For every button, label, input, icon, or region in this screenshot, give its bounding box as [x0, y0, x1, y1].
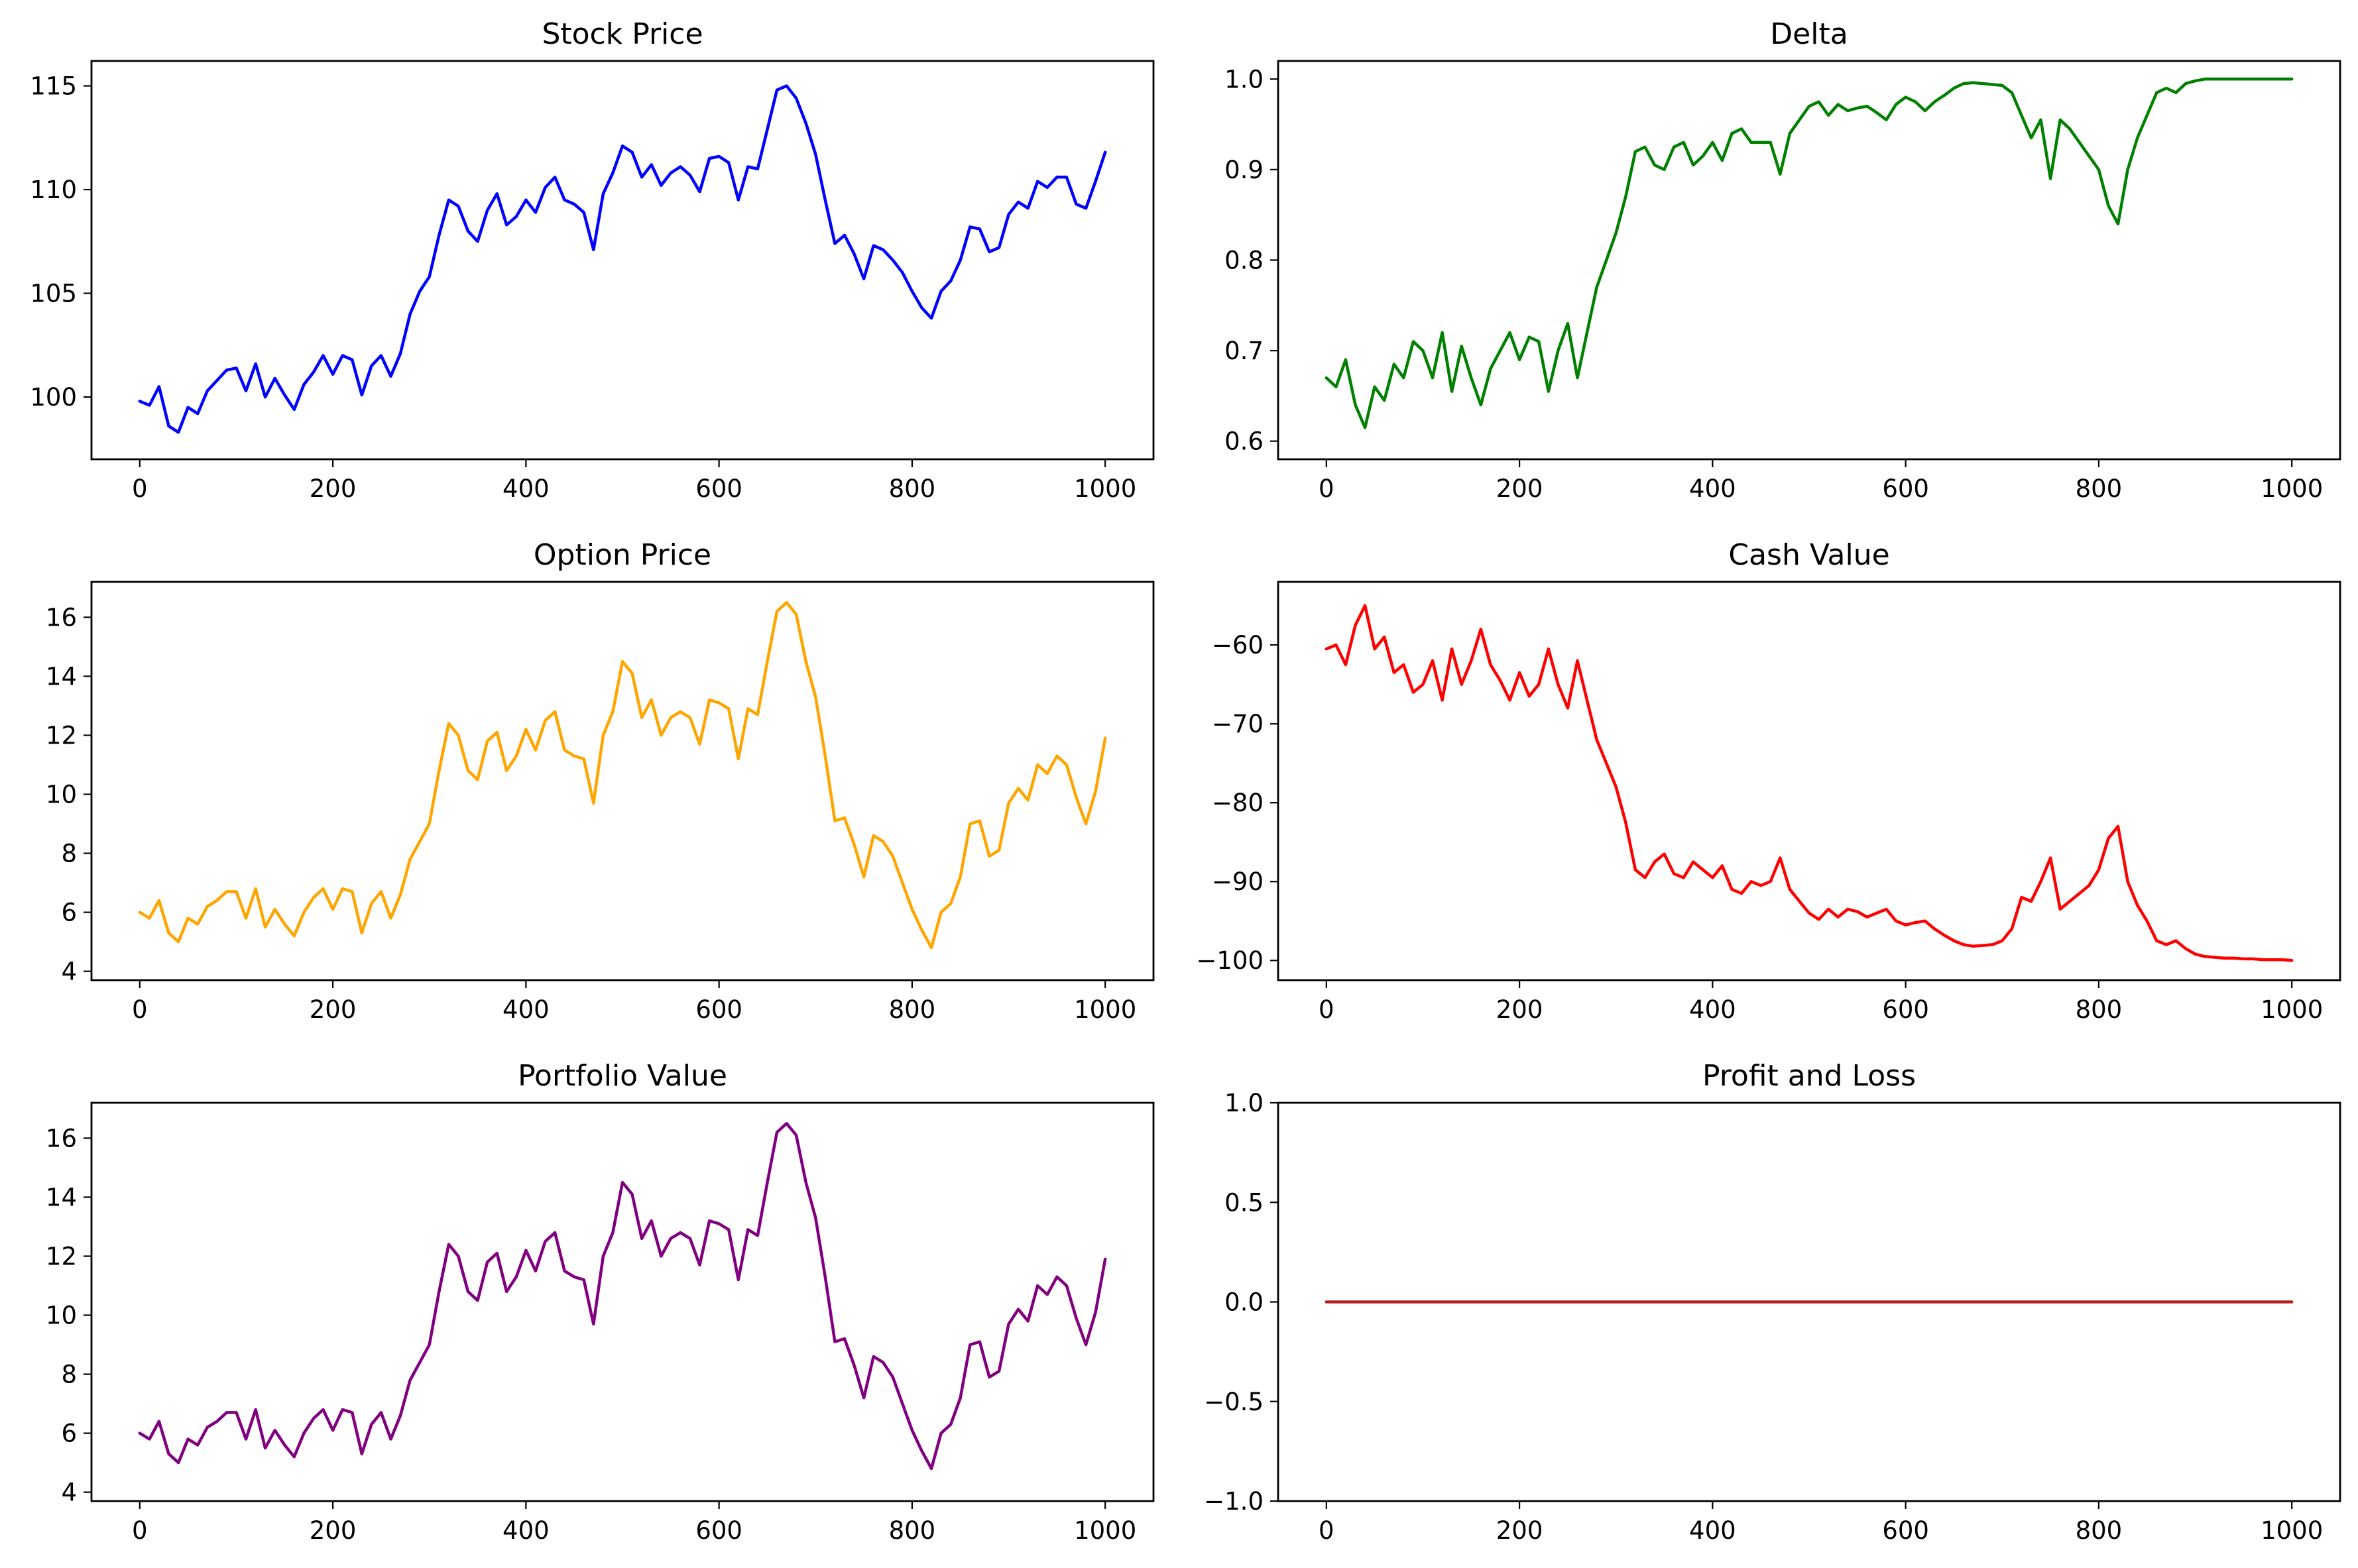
profit-and-loss-y-tick-label: −0.5 — [1204, 1388, 1264, 1416]
profit-and-loss-panel: Profit and Loss 0 200 400 600 800 1000 −1.0 −0.5… — [1204, 1059, 2341, 1545]
stock-price-panel: Stock Price 0 200 400 600 800 1000 100 105 110 115 — [30, 17, 1155, 503]
stock-price-y-tick-label: 100 — [30, 383, 77, 412]
delta-axes-frame — [1277, 60, 2341, 461]
delta-y-tick-label: 0.6 — [1224, 427, 1264, 456]
stock-price-y-tick-label: 105 — [30, 280, 77, 308]
profit-and-loss-x-tick-label: 1000 — [2261, 1516, 2323, 1545]
cash-value-x-tick-label: 0 — [1319, 995, 1334, 1024]
portfolio-value-y-tick-label: 12 — [46, 1242, 77, 1270]
portfolio-value-line — [138, 1121, 1107, 1471]
delta-y-tick-label: 1.0 — [1224, 65, 1264, 93]
option-price-y-tick-label: 14 — [46, 662, 77, 691]
cash-value-y-tick-label: −70 — [1212, 710, 1264, 738]
delta-y-tick-label: 0.7 — [1224, 337, 1264, 365]
option-price-x-tick-label: 400 — [502, 995, 550, 1024]
profit-and-loss-x-tick-label: 600 — [1882, 1516, 1929, 1545]
option-price-x-tick-label: 600 — [695, 995, 742, 1024]
stock-price-x-tick-label: 200 — [310, 475, 357, 503]
cash-value-title: Cash Value — [1728, 538, 1889, 572]
delta-title: Delta — [1770, 17, 1848, 51]
profit-and-loss-x-tick-label: 0 — [1319, 1516, 1334, 1545]
option-price-axes-frame — [90, 581, 1155, 981]
portfolio-value-x-tick-label: 200 — [310, 1516, 357, 1545]
cash-value-line — [1325, 604, 2294, 962]
cash-value-x-tick-label: 1000 — [2261, 995, 2323, 1024]
profit-and-loss-y-tick-label: 1.0 — [1224, 1089, 1264, 1117]
option-price-y-tick-label: 16 — [46, 603, 77, 632]
cash-value-y-tick-label: −80 — [1212, 789, 1264, 817]
cash-value-x-tick-label: 400 — [1689, 995, 1736, 1024]
delta-x-tick-label: 600 — [1882, 475, 1929, 503]
portfolio-value-y-tick-label: 6 — [61, 1420, 77, 1448]
option-price-x-tick-label: 0 — [132, 995, 148, 1024]
profit-and-loss-y-tick-label: 0.0 — [1224, 1288, 1264, 1317]
option-price-y-tick-label: 12 — [46, 721, 77, 750]
cash-value-y-tick-label: −60 — [1212, 631, 1264, 659]
portfolio-value-y-tick-label: 4 — [61, 1479, 77, 1507]
stock-price-axes-frame — [90, 60, 1155, 461]
profit-and-loss-x-tick-label: 200 — [1496, 1516, 1543, 1545]
option-price-x-tick-label: 1000 — [1074, 995, 1136, 1024]
stock-price-y-tick-label: 110 — [30, 176, 77, 204]
cash-value-panel: Cash Value 0 200 400 600 800 1000 −100 −90 −80 −70… — [1196, 538, 2341, 1024]
profit-and-loss-y-tick-label: −1.0 — [1204, 1487, 1264, 1516]
delta-x-tick-label: 0 — [1319, 475, 1334, 503]
option-price-x-tick-label: 200 — [310, 995, 357, 1024]
option-price-title: Option Price — [534, 538, 711, 572]
stock-price-x-tick-label: 600 — [695, 475, 742, 503]
stock-price-x-tick-label: 800 — [889, 475, 936, 503]
profit-and-loss-x-tick-label: 400 — [1689, 1516, 1736, 1545]
stock-price-title: Stock Price — [542, 17, 703, 51]
delta-x-tick-label: 1000 — [2261, 475, 2323, 503]
portfolio-value-x-tick-label: 1000 — [1074, 1516, 1136, 1545]
stock-price-x-tick-label: 400 — [502, 475, 550, 503]
stock-price-y-tick-label: 115 — [30, 72, 77, 101]
cash-value-y-tick-label: −90 — [1212, 868, 1264, 896]
profit-and-loss-x-tick-label: 800 — [2076, 1516, 2123, 1545]
option-price-y-tick-label: 6 — [61, 899, 77, 927]
cash-value-axes-frame — [1277, 581, 2341, 981]
portfolio-value-y-tick-label: 8 — [61, 1361, 77, 1389]
delta-x-tick-label: 800 — [2076, 475, 2123, 503]
delta-line — [1325, 78, 2294, 429]
portfolio-value-x-tick-label: 800 — [889, 1516, 936, 1545]
portfolio-value-y-tick-label: 10 — [46, 1302, 77, 1330]
portfolio-value-y-tick-label: 14 — [46, 1183, 77, 1211]
delta-x-tick-label: 400 — [1689, 475, 1736, 503]
portfolio-value-x-tick-label: 400 — [502, 1516, 550, 1545]
portfolio-value-title: Portfolio Value — [518, 1059, 727, 1093]
portfolio-value-panel: Portfolio Value 0 200 400 600 800 1000 4 6 8 10 12 1… — [46, 1059, 1155, 1545]
option-price-y-tick-label: 4 — [61, 958, 77, 986]
option-price-line — [138, 600, 1107, 950]
cash-value-x-tick-label: 600 — [1882, 995, 1929, 1024]
cash-value-x-tick-label: 800 — [2076, 995, 2123, 1024]
profit-and-loss-title: Profit and Loss — [1702, 1059, 1916, 1093]
option-price-panel: Option Price 0 200 400 600 800 1000 4 6 8 10 12 14 16 — [46, 538, 1155, 1024]
delta-panel: Delta 0 200 400 600 800 1000 0.6 0.7 0.8 0.9 1.0 — [1224, 17, 2341, 503]
option-price-y-tick-label: 10 — [46, 781, 77, 809]
delta-y-tick-label: 0.9 — [1224, 156, 1264, 184]
profit-and-loss-y-tick-label: 0.5 — [1224, 1188, 1264, 1217]
stock-price-x-tick-label: 0 — [132, 475, 148, 503]
portfolio-value-y-tick-label: 16 — [46, 1124, 77, 1152]
portfolio-value-x-tick-label: 600 — [695, 1516, 742, 1545]
option-price-y-tick-label: 8 — [61, 840, 77, 868]
portfolio-value-axes-frame — [90, 1101, 1155, 1502]
portfolio-value-x-tick-label: 0 — [132, 1516, 148, 1545]
stock-price-line — [138, 84, 1107, 434]
delta-x-tick-label: 200 — [1496, 475, 1543, 503]
option-price-x-tick-label: 800 — [889, 995, 936, 1024]
cash-value-y-tick-label: −100 — [1196, 946, 1264, 975]
delta-y-tick-label: 0.8 — [1224, 247, 1264, 275]
cash-value-x-tick-label: 200 — [1496, 995, 1543, 1024]
stock-price-x-tick-label: 1000 — [1074, 475, 1136, 503]
